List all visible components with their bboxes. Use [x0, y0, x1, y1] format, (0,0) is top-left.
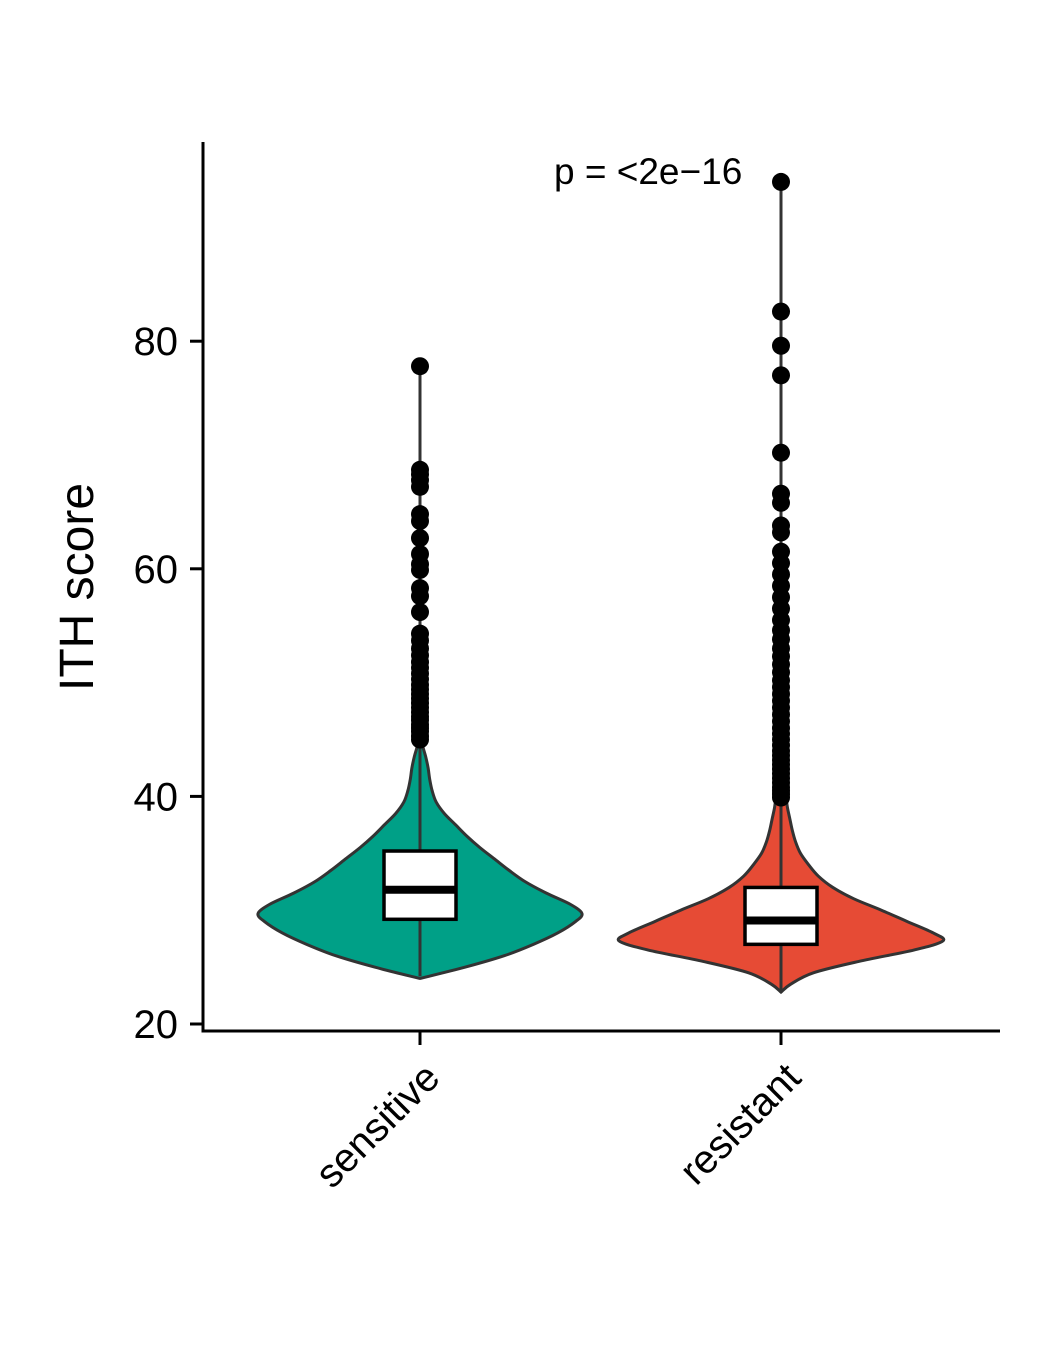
outlier-point	[772, 443, 790, 462]
x-tick-label-sensitive: sensitive	[307, 1055, 448, 1196]
outlier-point	[772, 542, 790, 561]
y-axis-ticks: 20 40 60 80	[134, 320, 203, 1047]
outlier-point	[772, 172, 790, 191]
outlier-point	[772, 484, 790, 503]
y-tick-label: 80	[134, 320, 179, 364]
y-tick-label: 40	[134, 775, 179, 819]
outlier-point	[772, 366, 790, 385]
outliers-layer	[411, 172, 790, 807]
outlier-point	[411, 603, 429, 622]
box-resistant	[743, 885, 819, 947]
outlier-point	[411, 529, 429, 548]
y-tick-label: 20	[134, 1003, 179, 1047]
x-tick-label-resistant: resistant	[671, 1055, 809, 1193]
outlier-point	[411, 505, 429, 524]
outlier-point	[411, 579, 429, 598]
x-axis-ticks: sensitive resistant	[307, 1031, 809, 1196]
outlier-point	[772, 302, 790, 321]
outlier-point	[411, 545, 429, 564]
outlier-point	[411, 357, 429, 376]
y-axis-title: ITH score	[51, 483, 104, 691]
outlier-point	[772, 336, 790, 355]
box-sensitive	[382, 849, 458, 922]
outlier-point	[772, 516, 790, 535]
violins-layer	[256, 730, 946, 995]
outlier-point	[411, 460, 429, 479]
y-tick-label: 60	[134, 548, 179, 592]
p-value-annotation: p = <2e−16	[554, 151, 742, 192]
outlier-point	[411, 624, 429, 643]
